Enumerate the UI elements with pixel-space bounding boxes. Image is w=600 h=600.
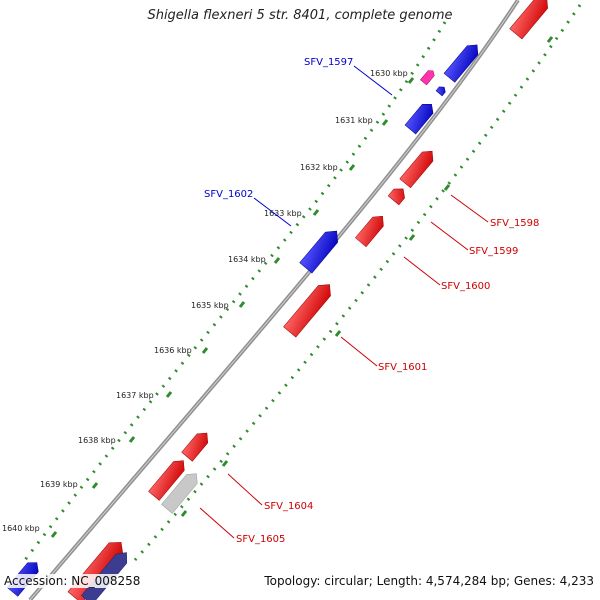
topology-value: circular bbox=[324, 574, 369, 588]
gene-label-sfv-1604[interactable]: SFV_1604 bbox=[264, 501, 313, 512]
length-value: 4,574,284 bp bbox=[425, 574, 506, 588]
tick-label-1631: 1631 kbp bbox=[335, 116, 373, 125]
leader-sfv-1599 bbox=[430, 221, 469, 251]
leader-sfv-1597 bbox=[353, 65, 393, 96]
tick-label-1640: 1640 kbp bbox=[2, 524, 40, 533]
gene-arrow-sfv-1599[interactable] bbox=[387, 184, 408, 206]
leader-sfv-1601 bbox=[340, 336, 378, 367]
tick-label-1639: 1639 kbp bbox=[40, 480, 78, 489]
tick-label-1635: 1635 kbp bbox=[191, 301, 229, 310]
leader-sfv-1598 bbox=[450, 194, 489, 223]
leader-sfv-1604 bbox=[227, 473, 263, 506]
length-label: Length: bbox=[376, 574, 423, 588]
gene-label-sfv-1600[interactable]: SFV_1600 bbox=[441, 281, 490, 292]
leader-sfv-1602 bbox=[253, 197, 292, 227]
tick-label-1632: 1632 kbp bbox=[300, 163, 338, 172]
accession-label: Accession: bbox=[4, 574, 68, 588]
topology-label: Topology: bbox=[264, 574, 321, 588]
gene-arrow-pink[interactable] bbox=[420, 68, 436, 86]
genome-title: Shigella flexneri 5 str. 8401, complete … bbox=[147, 8, 453, 23]
reverse-genes bbox=[6, 40, 482, 597]
gene-label-sfv-1597[interactable]: SFV_1597 bbox=[304, 57, 353, 68]
gene-arrow-reverse-2[interactable] bbox=[404, 100, 437, 135]
gene-label-sfv-1599[interactable]: SFV_1599 bbox=[469, 246, 518, 257]
gene-arrow-sfv-1601[interactable] bbox=[283, 279, 336, 338]
genome-stats-footer: Topology: circular; Length: 4,574,284 bp… bbox=[264, 574, 594, 588]
tick-label-1636: 1636 kbp bbox=[154, 346, 192, 355]
label-leader-lines bbox=[199, 65, 489, 539]
tick-label-1633: 1633 kbp bbox=[264, 209, 302, 218]
ruler-tick-labels: 1630 kbp 1631 kbp 1632 kbp 1633 kbp 1634… bbox=[2, 69, 408, 533]
gene-label-sfv-1598[interactable]: SFV_1598 bbox=[490, 218, 539, 229]
ruler-inner-dots bbox=[23, 21, 447, 561]
genes-value: 4,233 bbox=[559, 574, 594, 588]
gene-arrow-forward-bottom[interactable] bbox=[67, 537, 128, 600]
gene-arrow-reverse-top[interactable] bbox=[443, 40, 482, 83]
ruler-ticks bbox=[50, 36, 554, 538]
genes-label: Genes: bbox=[513, 574, 556, 588]
gene-arrow-sfv-1600[interactable] bbox=[355, 212, 388, 248]
gene-arrow-sfv-1602[interactable] bbox=[299, 226, 343, 274]
leader-sfv-1605 bbox=[199, 507, 235, 539]
tick-label-1634: 1634 kbp bbox=[228, 255, 266, 264]
gene-arrow-forward[interactable] bbox=[509, 0, 553, 40]
accession-value: NC_008258 bbox=[71, 574, 141, 588]
tick-label-1638: 1638 kbp bbox=[78, 436, 116, 445]
tick-label-1630: 1630 kbp bbox=[370, 69, 408, 78]
gene-arrow-sfv-1598[interactable] bbox=[399, 147, 438, 189]
gene-arrow-sfv-1597[interactable] bbox=[435, 85, 447, 97]
gene-name-labels: SFV_1597 SFV_1602 SFV_1598 SFV_1599 SFV_… bbox=[204, 57, 539, 545]
gene-arrow-sfv-1605[interactable] bbox=[148, 456, 188, 501]
gene-label-sfv-1605[interactable]: SFV_1605 bbox=[236, 534, 285, 545]
gene-arrow-pseudo[interactable] bbox=[161, 469, 201, 514]
gene-arrow-sfv-1604[interactable] bbox=[181, 428, 213, 462]
gene-label-sfv-1602[interactable]: SFV_1602 bbox=[204, 189, 253, 200]
ruler-outer-dots bbox=[133, 4, 582, 561]
gene-label-sfv-1601[interactable]: SFV_1601 bbox=[378, 362, 427, 373]
accession-footer: Accession: NC_008258 bbox=[4, 574, 141, 588]
leader-sfv-1600 bbox=[403, 256, 441, 286]
tick-label-1637: 1637 kbp bbox=[116, 391, 154, 400]
